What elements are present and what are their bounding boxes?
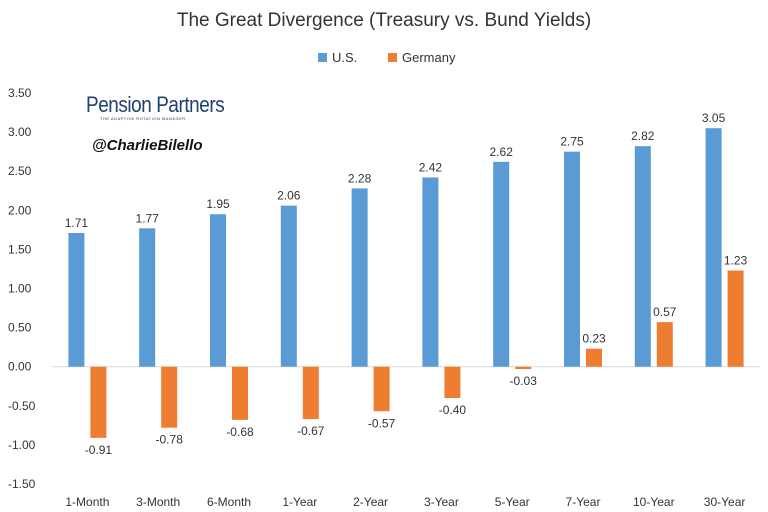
bar-germany [656,322,673,367]
data-label-germany: 1.23 [724,254,748,268]
y-tick-label: 2.00 [8,203,32,217]
bar-us [68,232,85,367]
bar-germany [232,366,248,420]
legend-swatch-1 [388,53,397,62]
x-tick-label: 5-Year [495,495,530,509]
legend-swatch-0 [318,53,327,62]
legend-label-1: Germany [402,50,456,65]
bar-us [493,161,510,367]
y-tick-label: 2.50 [8,164,32,178]
bars [68,128,744,438]
data-labels: 1.71 -0.91 1.77 -0.78 1.95 -0.68 2.06 -0.67 2.28… [65,111,748,457]
bar-us [422,177,439,367]
bar-us [634,146,651,367]
bar-germany [515,366,532,370]
axes: 3.50 3.00 2.50 2.00 1.50 1.00 0.50 0.00 -0.50 -1.… [8,86,760,509]
x-tick-label: 10-Year [633,495,675,509]
brand-name: Pension Partners [86,92,225,117]
bar-us [564,151,580,367]
data-label-us: 3.05 [702,111,726,125]
data-label-us: 1.71 [65,216,89,230]
data-label-us: 2.62 [490,145,514,159]
y-tick-label: 1.50 [8,242,32,256]
bar-germany [302,366,319,420]
data-label-us: 2.28 [348,171,372,185]
x-tick-label: 30-Year [704,495,746,509]
x-tick-label: 2-Year [353,495,388,509]
data-label-us: 2.06 [277,189,301,203]
y-tick-label: 0.50 [8,321,32,335]
y-tick-label: -1.50 [8,477,36,491]
data-label-germany: -0.67 [297,424,325,438]
brand-tagline: THE ADAPTIVE ROTATION MANAGER [100,116,186,121]
legend-label-0: U.S. [332,50,357,65]
x-tick-label: 1-Month [65,495,109,509]
x-tick-label: 7-Year [566,495,601,509]
y-tick-label: 0.00 [8,360,32,374]
pension-partners-logo: Pension Partners THE ADAPTIVE ROTATION M… [86,92,247,121]
data-label-us: 1.95 [206,197,230,211]
data-label-germany: -0.57 [368,416,396,430]
bar-us [351,188,368,367]
x-tick-label: 6-Month [207,495,251,509]
data-label-us: 2.42 [419,160,443,174]
data-label-germany: -0.03 [510,374,538,388]
data-label-us: 2.75 [560,135,584,149]
data-label-germany: -0.68 [226,425,254,439]
x-tick-label: 3-Month [136,495,180,509]
bar-germany [373,366,390,412]
data-label-germany: -0.91 [85,443,113,457]
legend: U.S. Germany [318,50,456,65]
data-label-germany: -0.78 [156,433,184,447]
data-label-us: 2.82 [631,129,655,143]
y-tick-label: 3.50 [8,86,32,100]
bar-germany [444,366,461,398]
y-tick-label: -1.00 [8,438,36,452]
y-tick-label: -0.50 [8,399,36,413]
bar-us [705,128,722,367]
data-label-us: 1.77 [136,211,160,225]
y-tick-label: 3.00 [8,125,32,139]
data-label-germany: -0.40 [439,403,467,417]
data-label-germany: 0.23 [582,332,606,346]
y-tick-label: 1.00 [8,282,32,296]
bar-germany [90,366,107,438]
bar-us [210,214,226,367]
bar-us [280,205,297,367]
bar-germany [586,348,602,367]
bar-us [139,228,156,367]
data-label-germany: 0.57 [653,305,677,319]
x-tick-label: 1-Year [282,495,317,509]
twitter-handle: @CharlieBilello [92,137,203,154]
x-tick-label: 3-Year [424,495,459,509]
chart-title: The Great Divergence (Treasury vs. Bund … [177,10,591,31]
bar-germany [161,366,178,428]
bar-germany [727,270,744,367]
